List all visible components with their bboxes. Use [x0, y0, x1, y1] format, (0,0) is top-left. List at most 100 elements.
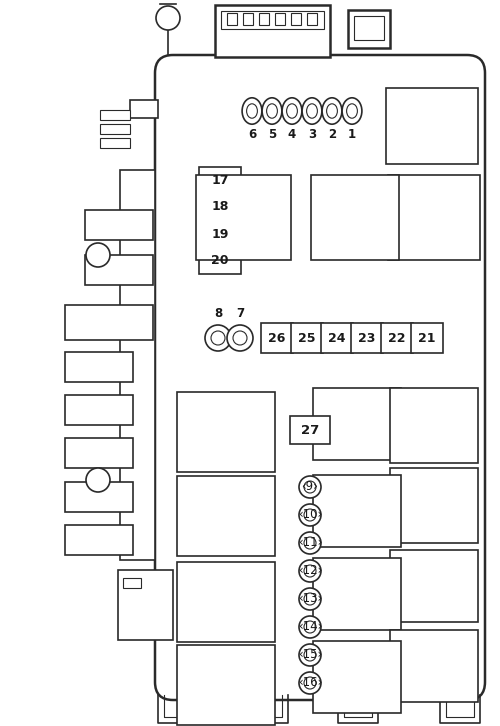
Circle shape [233, 331, 247, 345]
Bar [390, 468, 478, 543]
Bar [227, 13, 237, 25]
Circle shape [304, 509, 316, 521]
Circle shape [299, 588, 321, 610]
Bar [85, 210, 153, 240]
Bar [65, 438, 133, 468]
Bar [196, 175, 291, 260]
Bar [85, 255, 153, 285]
Text: 6: 6 [248, 128, 256, 141]
Bar [120, 170, 155, 560]
Text: 8: 8 [214, 307, 222, 320]
Bar [313, 475, 401, 547]
Circle shape [205, 325, 231, 351]
Bar [65, 305, 153, 340]
Ellipse shape [246, 104, 258, 118]
Text: 24: 24 [328, 332, 346, 345]
Bar [313, 388, 401, 460]
Circle shape [304, 677, 316, 689]
Ellipse shape [262, 98, 282, 124]
Bar [100, 138, 130, 148]
Text: 2: 2 [328, 128, 336, 141]
Circle shape [86, 468, 110, 492]
Bar [199, 248, 241, 274]
Text: ‹14›: ‹14› [298, 621, 322, 634]
Bar [348, 10, 390, 48]
Circle shape [299, 532, 321, 554]
Circle shape [299, 560, 321, 582]
Text: 4: 4 [288, 128, 296, 141]
Bar [313, 641, 401, 713]
Bar [65, 352, 133, 382]
Text: 22: 22 [388, 332, 406, 345]
Text: 27: 27 [301, 423, 319, 436]
Ellipse shape [266, 104, 278, 118]
Bar [390, 630, 478, 702]
Circle shape [304, 481, 316, 493]
Circle shape [304, 565, 316, 577]
Circle shape [86, 243, 110, 267]
Bar [65, 395, 133, 425]
Circle shape [304, 593, 316, 605]
Bar [100, 110, 130, 120]
Bar [199, 194, 241, 220]
Bar [199, 221, 241, 247]
Bar [291, 13, 301, 25]
Bar [351, 323, 383, 353]
Circle shape [156, 6, 180, 30]
Text: 18: 18 [212, 200, 228, 213]
Bar [65, 482, 133, 512]
Text: ‹16›: ‹16› [298, 677, 322, 690]
Bar [411, 323, 443, 353]
Text: 21: 21 [418, 332, 436, 345]
Circle shape [299, 504, 321, 526]
Text: 20: 20 [211, 255, 229, 267]
Ellipse shape [322, 98, 342, 124]
Text: ‹12›: ‹12› [298, 565, 322, 577]
Bar [199, 167, 241, 193]
Bar [321, 323, 353, 353]
Ellipse shape [286, 104, 298, 118]
Text: ‹15›: ‹15› [298, 648, 322, 661]
Text: 19: 19 [212, 227, 228, 240]
Text: ‹10›: ‹10› [298, 508, 322, 521]
Circle shape [304, 537, 316, 549]
Bar [290, 416, 330, 444]
Bar [381, 323, 413, 353]
Circle shape [304, 621, 316, 633]
Bar [311, 175, 399, 260]
Circle shape [299, 672, 321, 694]
Circle shape [304, 649, 316, 661]
Ellipse shape [242, 98, 262, 124]
Bar [390, 550, 478, 622]
Ellipse shape [346, 104, 358, 118]
Bar [313, 558, 401, 630]
Circle shape [299, 616, 321, 638]
Bar [388, 175, 480, 260]
Bar [390, 388, 478, 463]
Bar [100, 124, 130, 134]
Text: 17: 17 [211, 174, 229, 187]
Bar [177, 562, 275, 642]
Bar [259, 13, 269, 25]
Circle shape [211, 331, 225, 345]
Ellipse shape [302, 98, 322, 124]
Bar [65, 525, 133, 555]
Bar [275, 13, 285, 25]
Ellipse shape [342, 98, 362, 124]
Bar [130, 100, 158, 118]
Bar [386, 88, 478, 164]
Text: 23: 23 [358, 332, 376, 345]
Ellipse shape [306, 104, 318, 118]
Text: ‹9›: ‹9› [302, 481, 318, 494]
FancyBboxPatch shape [155, 55, 485, 700]
Circle shape [299, 476, 321, 498]
Bar [215, 5, 330, 57]
Circle shape [227, 325, 253, 351]
Bar [177, 645, 275, 725]
Text: 5: 5 [268, 128, 276, 141]
Bar [177, 476, 275, 556]
Ellipse shape [326, 104, 338, 118]
Bar [307, 13, 317, 25]
Bar [118, 570, 173, 640]
Bar [261, 323, 293, 353]
